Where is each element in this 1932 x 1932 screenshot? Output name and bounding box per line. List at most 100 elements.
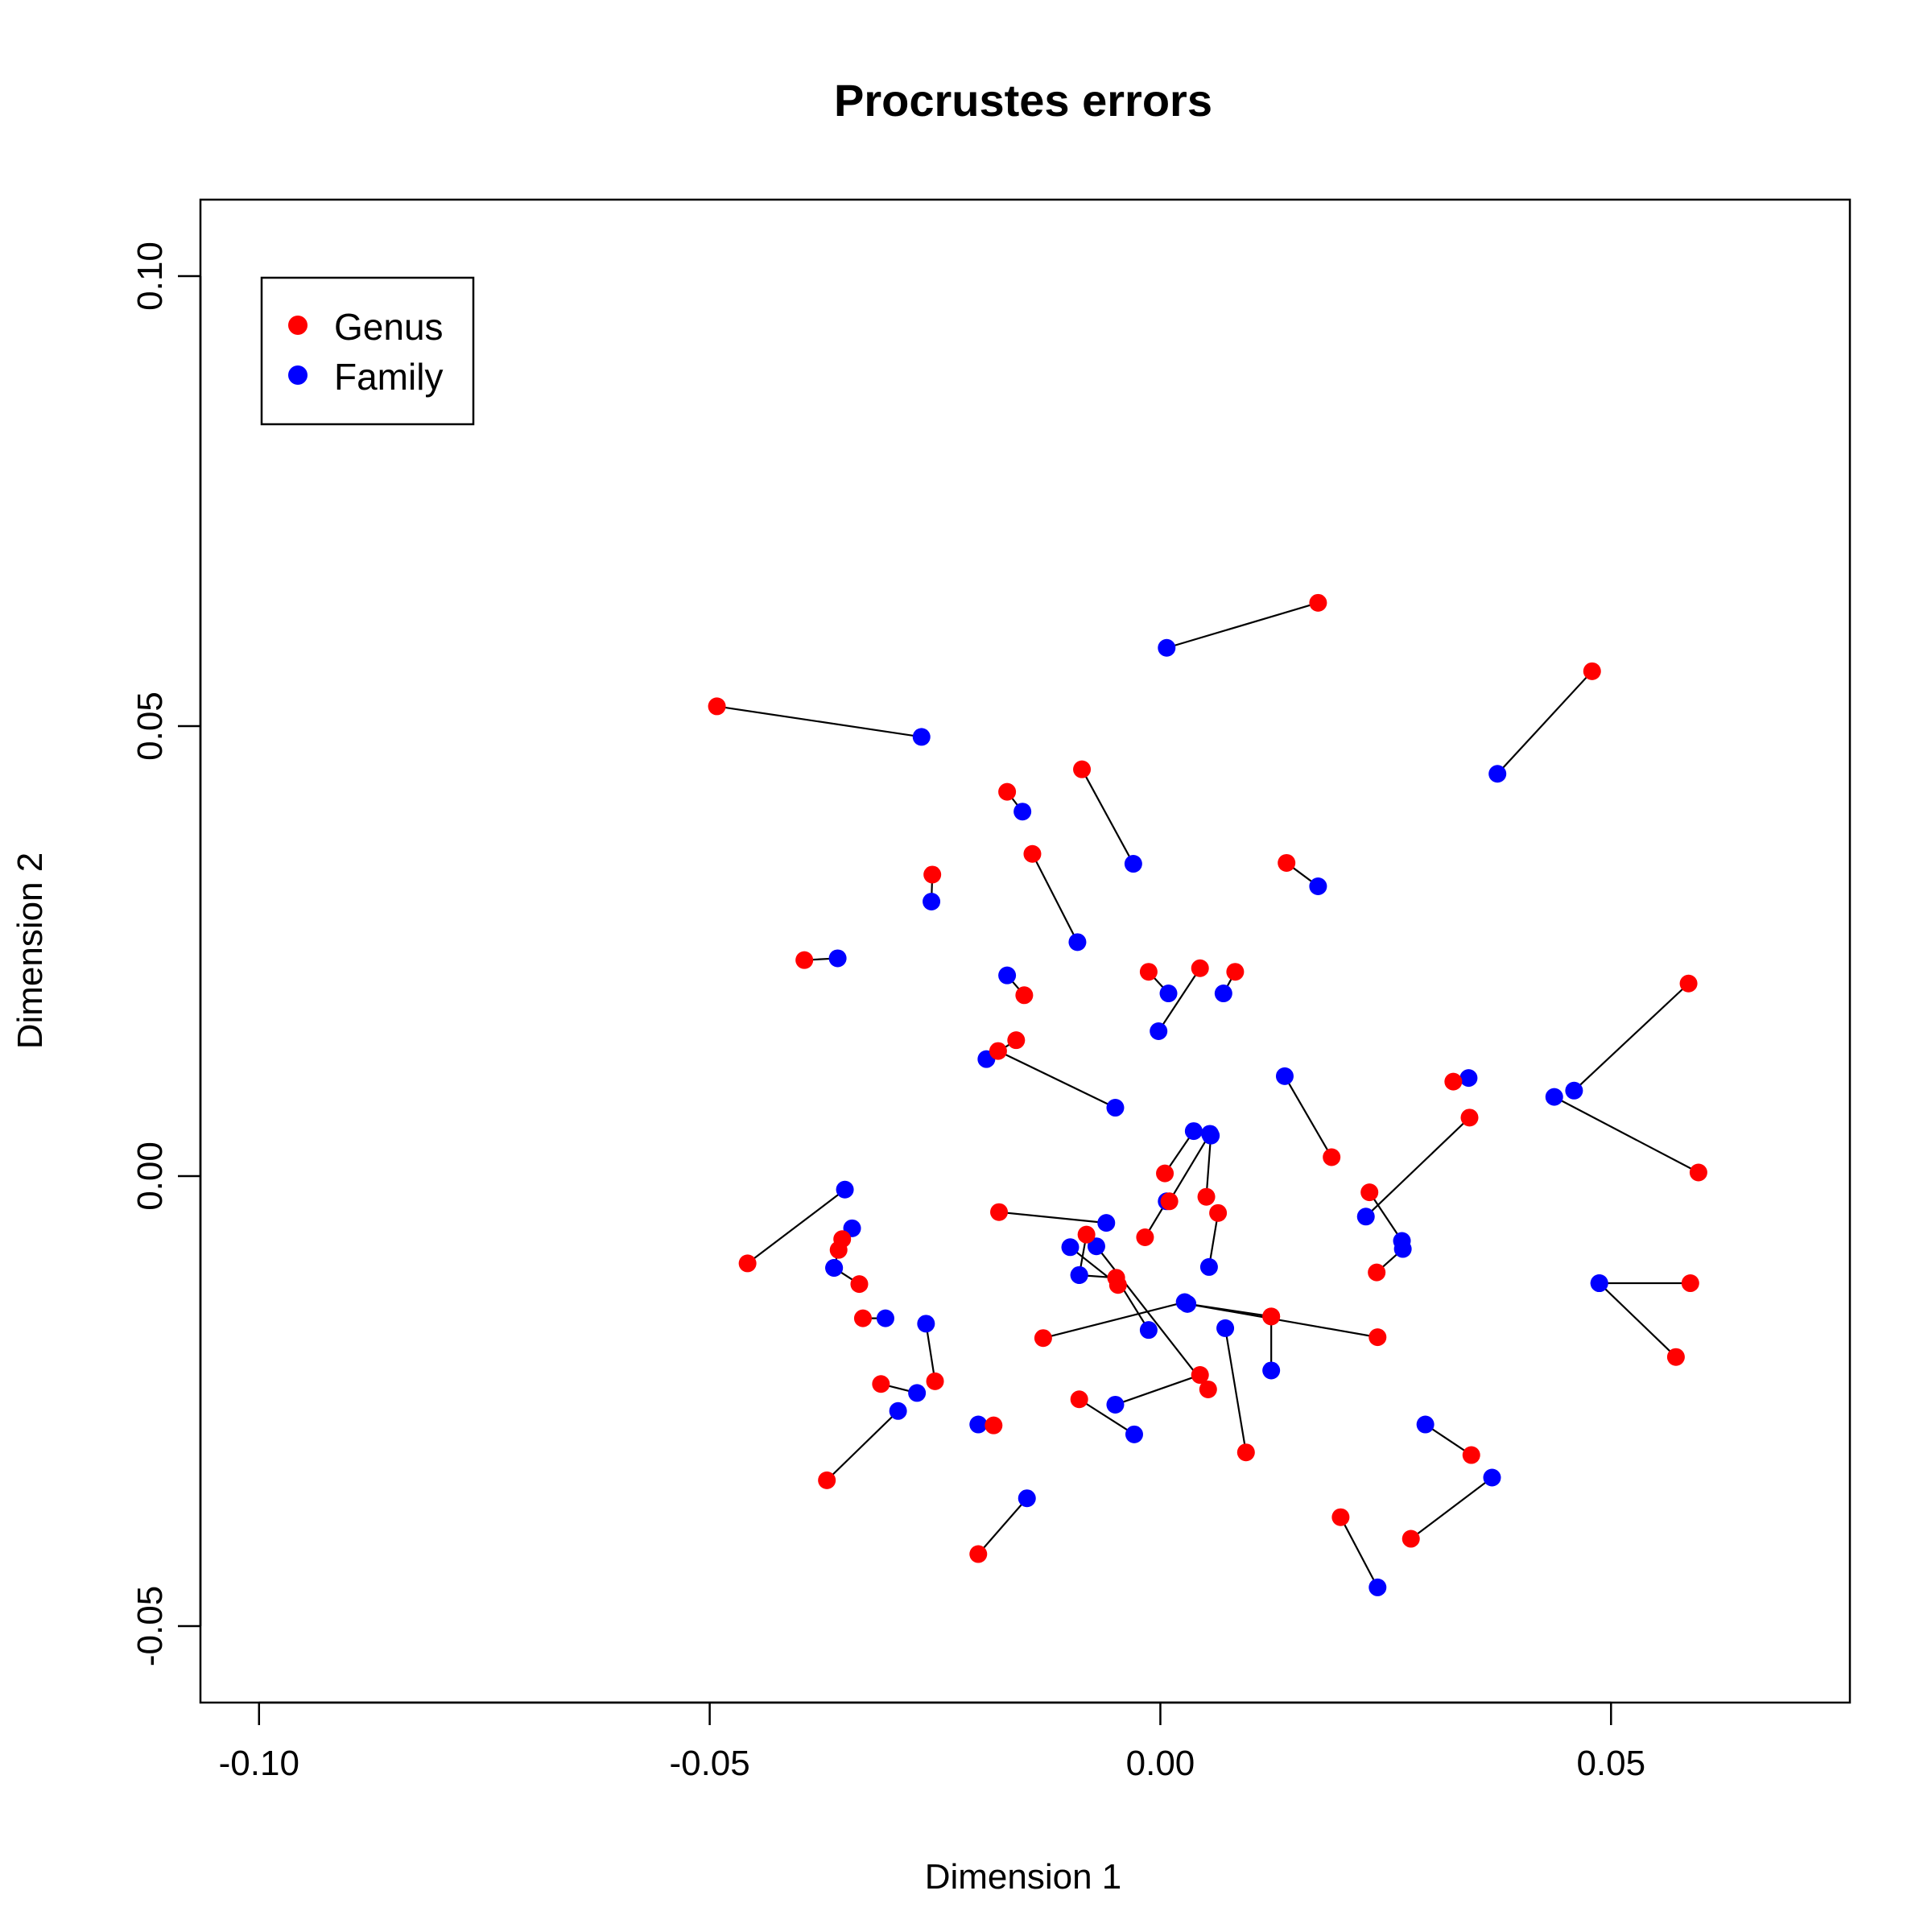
error-segment xyxy=(1096,1245,1209,1390)
family-point xyxy=(1087,1237,1105,1256)
family-point xyxy=(1179,1294,1197,1313)
error-segment xyxy=(1364,1117,1471,1218)
family-point xyxy=(1356,1208,1375,1226)
genus-point xyxy=(1226,963,1245,981)
error-segment xyxy=(1042,1301,1185,1340)
y-tick-label: 0.00 xyxy=(130,1141,170,1211)
error-segment xyxy=(1168,1133,1211,1202)
genus-point xyxy=(1191,959,1209,977)
genus-point xyxy=(708,697,726,716)
family-point xyxy=(998,966,1017,985)
error-segment xyxy=(1166,601,1319,649)
legend-family-marker xyxy=(288,365,308,385)
error-segment xyxy=(997,1050,1116,1109)
family-point xyxy=(828,949,847,968)
error-segment xyxy=(1187,1302,1378,1339)
family-point xyxy=(1013,803,1032,821)
genus-point xyxy=(1323,1148,1341,1166)
legend-box xyxy=(260,276,475,426)
genus-point xyxy=(795,951,814,969)
family-point xyxy=(1483,1468,1501,1487)
family-point xyxy=(1459,1069,1478,1088)
family-point xyxy=(1124,855,1142,873)
family-point xyxy=(1139,1321,1158,1340)
genus-point xyxy=(1666,1348,1685,1366)
genus-point xyxy=(850,1275,869,1294)
legend-genus-marker xyxy=(288,316,308,335)
family-point xyxy=(908,1384,927,1402)
error-segment xyxy=(1410,1476,1493,1540)
genus-point xyxy=(989,1042,1007,1060)
chart-title: Procrustes errors xyxy=(834,75,1212,126)
data-points xyxy=(708,593,1707,1596)
family-point xyxy=(1184,1122,1203,1141)
family-point xyxy=(1061,1238,1080,1257)
x-tick-label: 0.05 xyxy=(1576,1744,1645,1783)
genus-point xyxy=(829,1241,848,1259)
family-point xyxy=(1368,1578,1387,1596)
family-point xyxy=(1416,1415,1435,1434)
error-segment xyxy=(1425,1423,1472,1456)
genus-point xyxy=(1679,974,1698,993)
error-segment xyxy=(977,1497,1028,1555)
genus-point xyxy=(853,1309,872,1327)
y-tick-label: -0.05 xyxy=(130,1586,170,1666)
family-point xyxy=(1545,1088,1563,1106)
genus-point xyxy=(926,1372,944,1390)
genus-point xyxy=(1309,593,1327,612)
genus-point xyxy=(1139,963,1158,981)
genus-point xyxy=(1070,1390,1088,1409)
legend-family-label: Family xyxy=(334,356,443,398)
genus-point xyxy=(1077,1225,1096,1244)
error-segment xyxy=(1079,1398,1135,1435)
error-segment xyxy=(1115,1374,1201,1406)
family-point xyxy=(1159,985,1178,1003)
genus-point xyxy=(872,1375,890,1393)
x-axis: -0.10 -0.05 0.00 0.05 xyxy=(219,1701,1645,1783)
family-point xyxy=(912,728,931,746)
genus-point xyxy=(1368,1328,1387,1347)
genus-point xyxy=(969,1545,988,1563)
x-tick-label: -0.05 xyxy=(669,1744,749,1783)
y-axis: -0.05 0.00 0.05 0.10 xyxy=(130,242,202,1666)
family-point xyxy=(1214,985,1232,1003)
error-segment xyxy=(1598,1282,1677,1358)
error-segment xyxy=(1554,1096,1699,1174)
family-point xyxy=(1393,1240,1412,1258)
error-segment xyxy=(1031,853,1079,943)
family-point xyxy=(876,1309,894,1327)
error-segment xyxy=(1496,671,1593,775)
family-point xyxy=(1488,765,1507,783)
family-point xyxy=(923,893,941,911)
x-tick-label: -0.10 xyxy=(219,1744,299,1783)
error-segment xyxy=(746,1188,846,1265)
genus-point xyxy=(1156,1164,1174,1183)
legend: Genus Family xyxy=(260,276,475,426)
genus-point xyxy=(1278,853,1296,872)
error-segment xyxy=(1158,968,1201,1032)
family-point xyxy=(1068,933,1087,952)
error-segment xyxy=(1368,1191,1403,1242)
genus-point xyxy=(1160,1192,1179,1211)
family-point xyxy=(1216,1319,1235,1337)
error-segment xyxy=(826,1410,899,1481)
error-segment xyxy=(1205,1135,1212,1197)
family-point xyxy=(825,1259,844,1278)
genus-point xyxy=(985,1416,1003,1435)
family-point xyxy=(1590,1274,1608,1293)
family-point xyxy=(1275,1067,1294,1085)
genus-point xyxy=(1689,1163,1707,1182)
error-segment xyxy=(998,1211,1107,1224)
genus-point xyxy=(1209,1203,1228,1222)
genus-point xyxy=(1402,1530,1420,1548)
genus-point xyxy=(1236,1443,1255,1462)
genus-point xyxy=(1034,1329,1052,1348)
family-point xyxy=(1106,1395,1125,1414)
genus-point xyxy=(1583,662,1601,680)
family-point xyxy=(1106,1099,1125,1117)
genus-point xyxy=(1444,1072,1463,1091)
y-tick-label: 0.05 xyxy=(130,691,170,761)
family-point xyxy=(1565,1081,1583,1100)
y-tick-label: 0.10 xyxy=(130,242,170,311)
